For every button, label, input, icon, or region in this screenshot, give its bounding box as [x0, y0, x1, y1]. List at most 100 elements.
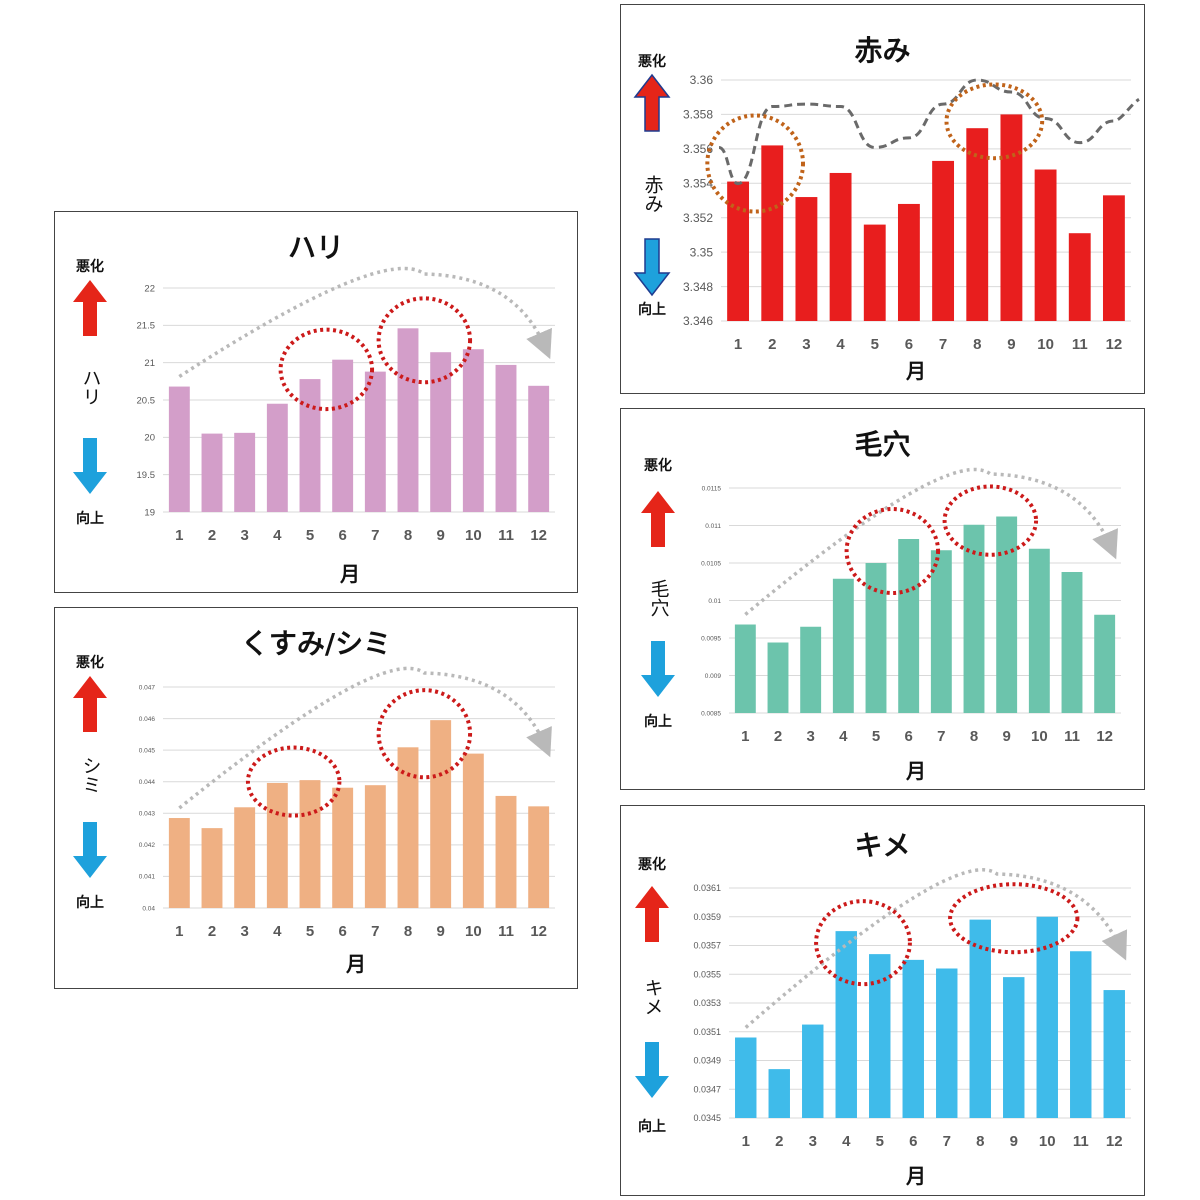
bar-11 [495, 364, 517, 512]
bar-7 [364, 785, 386, 908]
x-tick-label: 1 [742, 1133, 750, 1150]
x-tick-label: 6 [905, 336, 913, 353]
y-axis-label: 毛穴 [647, 579, 670, 617]
x-tick-label: 9 [1010, 1133, 1018, 1150]
y-tick-label: 19.5 [137, 470, 156, 481]
y-tick-label: 3.352 [683, 211, 713, 225]
trend-arrow [178, 666, 552, 810]
trend-arrow [744, 868, 1128, 1029]
x-axis-title: 月 [340, 562, 360, 586]
x-tick-label: 9 [436, 527, 444, 544]
chart-title: ハリ [287, 231, 344, 264]
side-legend: 悪化 ハリ 向上 [65, 256, 115, 528]
worse-label: 悪化 [76, 655, 104, 671]
chart-panel-kime: キメ 悪化 キメ 向上 0.0361 0.0359 0.0357 0.0355 0.03… [620, 805, 1145, 1196]
y-tick-label: 0.011 [705, 523, 721, 530]
bar-2 [767, 642, 789, 713]
x-tick-label: 4 [842, 1133, 851, 1150]
bar-10 [1036, 916, 1058, 1118]
y-tick-label: 0.0105 [701, 560, 721, 567]
bar-6 [332, 787, 354, 908]
x-tick-label: 5 [306, 527, 314, 544]
bar-5 [299, 780, 321, 908]
worse-label: 悪化 [638, 54, 666, 70]
x-tick-label: 6 [338, 923, 346, 940]
y-tick-label: 0.045 [139, 747, 156, 754]
x-tick-label: 10 [465, 923, 482, 940]
x-tick-label: 11 [1072, 336, 1088, 353]
bar-10 [1028, 548, 1050, 713]
y-tick-label: 0.04 [142, 905, 155, 912]
bar-1 [168, 386, 190, 512]
x-tick-label: 8 [976, 1133, 984, 1150]
bar-5 [299, 379, 321, 512]
bar-2 [201, 433, 223, 512]
highlight-circle [942, 484, 1039, 557]
arrow-up-icon [641, 491, 675, 547]
bar-4 [835, 931, 857, 1118]
x-tick-label: 2 [208, 527, 216, 544]
chart-title: 赤み [854, 34, 911, 67]
y-tick-label: 0.01 [708, 598, 721, 605]
y-tick-label: 3.356 [683, 142, 713, 156]
y-tick-label: 0.0345 [693, 1113, 721, 1123]
bar-1 [168, 818, 190, 908]
trend-dashed-line [718, 78, 1140, 186]
side-legend: 悪化 シミ 向上 [65, 652, 115, 912]
bar-3 [800, 626, 822, 713]
x-tick-label: 5 [306, 923, 314, 940]
x-tick-label: 12 [1106, 1133, 1123, 1150]
y-tick-label: 0.0095 [701, 635, 721, 642]
x-axis-title: 月 [906, 1164, 926, 1188]
y-tick-label: 0.0347 [693, 1084, 721, 1094]
x-tick-label: 6 [909, 1133, 917, 1150]
x-tick-label: 8 [970, 728, 978, 745]
bar-8 [966, 128, 989, 321]
highlight-circle [278, 327, 375, 412]
y-tick-label: 0.0351 [693, 1027, 721, 1037]
x-tick-label: 10 [1039, 1133, 1056, 1150]
trend-arrow [178, 266, 552, 379]
x-tick-label: 7 [939, 336, 947, 353]
x-tick-label: 7 [371, 527, 379, 544]
y-tick-label: 0.047 [139, 684, 156, 691]
arrow-up-icon [73, 280, 107, 336]
bar-6 [898, 539, 920, 713]
highlight-circle [376, 296, 473, 385]
bar-9 [1000, 114, 1023, 321]
side-legend: 悪化 毛穴 向上 [633, 455, 683, 731]
x-tick-label: 3 [240, 923, 248, 940]
worse-label: 悪化 [76, 259, 104, 275]
x-axis-title: 月 [906, 759, 926, 783]
x-tick-label: 3 [240, 527, 248, 544]
x-tick-label: 8 [973, 336, 981, 353]
x-tick-label: 6 [904, 728, 912, 745]
y-tick-label: 0.041 [139, 874, 156, 881]
bar-10 [462, 753, 484, 908]
arrow-down-icon [73, 438, 107, 494]
y-tick-label: 0.042 [139, 842, 156, 849]
bar-3 [802, 1024, 824, 1118]
y-tick-label: 0.009 [705, 673, 722, 680]
chart-panel-kusumi: くすみ/シミ 悪化 シミ 向上 0.047 0.046 0.045 0.044 0.04… [54, 607, 578, 989]
bar-5 [869, 954, 891, 1118]
bar-1 [727, 181, 750, 321]
chart-panel-hari: ハリ 悪化 ハリ 向上 22 21.5 21 20.5 20 19.5 19 1 2 3 4 5 6 7 8… [54, 211, 578, 593]
x-tick-label: 1 [175, 923, 183, 940]
y-tick-label: 19 [144, 507, 155, 518]
chart-panel-keana: 毛穴 悪化 毛穴 向上 0.0115 0.011 0.0105 0.01 0.0095 0… [620, 408, 1145, 790]
x-tick-label: 4 [836, 336, 845, 353]
y-axis-label: シミ [79, 756, 102, 794]
bar-9 [430, 352, 452, 512]
y-axis-label: 赤み [641, 175, 664, 213]
bar-11 [1061, 572, 1083, 713]
y-axis-label: キメ [641, 978, 664, 1016]
chart-panel-akami: 赤み 悪化 赤み 向上 3.36 3.358 3.356 3.354 3.352 3.35… [620, 4, 1145, 394]
y-tick-label: 20 [144, 433, 155, 444]
bar-5 [865, 563, 887, 713]
y-tick-label: 0.0349 [693, 1056, 721, 1066]
bar-3 [234, 807, 256, 908]
x-tick-label: 8 [404, 527, 412, 544]
